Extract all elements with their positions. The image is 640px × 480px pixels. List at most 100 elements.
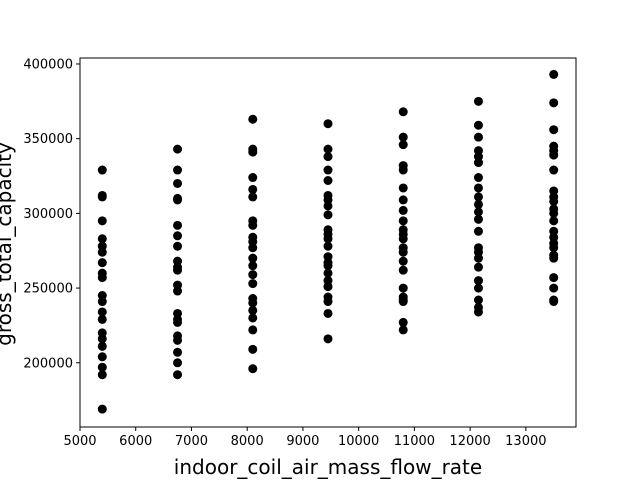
scatter-point [323, 144, 333, 154]
scatter-point [323, 176, 333, 186]
scatter-point [173, 286, 183, 296]
scatter-point [398, 195, 408, 205]
scatter-point [173, 165, 183, 175]
scatter-point [248, 192, 258, 202]
scatter-point [549, 216, 559, 226]
scatter-point [549, 196, 559, 206]
scatter-point [398, 107, 408, 117]
scatter-point [323, 241, 333, 251]
scatter-point [473, 226, 483, 236]
scatter-point [173, 347, 183, 357]
scatter-point [398, 165, 408, 175]
scatter-point [323, 297, 333, 307]
scatter-point [398, 183, 408, 193]
scatter-point [248, 298, 258, 308]
scatter-point [473, 199, 483, 209]
scatter-point [323, 261, 333, 271]
scatter-point [173, 220, 183, 230]
scatter-point [473, 183, 483, 193]
y-tick-label: 200000 [23, 356, 73, 371]
x-axis-label: indoor_coil_air_mass_flow_rate [174, 455, 482, 479]
scatter-point [248, 270, 258, 280]
scatter-point [473, 214, 483, 224]
scatter-point [473, 253, 483, 263]
scatter-point [97, 297, 107, 307]
scatter-point [248, 114, 258, 124]
scatter-point [97, 258, 107, 268]
scatter-point [97, 334, 107, 344]
scatter-point [173, 178, 183, 188]
scatter-point [97, 216, 107, 226]
y-axis-label: gross_total_capacity [0, 142, 16, 346]
scatter-point [248, 279, 258, 289]
x-tick-label: 11000 [394, 434, 435, 449]
data-points [97, 69, 559, 414]
scatter-point [248, 344, 258, 354]
x-tick-label: 6000 [119, 434, 152, 449]
y-tick-label: 400000 [23, 57, 73, 72]
scatter-point [173, 358, 183, 368]
scatter-point [97, 404, 107, 414]
scatter-point [549, 165, 559, 175]
scatter-point [398, 283, 408, 293]
scatter-point [398, 247, 408, 257]
x-tick-label: 12000 [449, 434, 490, 449]
scatter-point [398, 256, 408, 266]
scatter-point [549, 208, 559, 218]
y-tick-label: 300000 [23, 207, 73, 222]
scatter-point [398, 205, 408, 215]
scatter-point [398, 140, 408, 150]
scatter-point [97, 165, 107, 175]
scatter-point [173, 144, 183, 154]
scatter-point [549, 297, 559, 307]
scatter-point [398, 297, 408, 307]
scatter-point [473, 307, 483, 317]
scatter-point [248, 325, 258, 335]
scatter-point [473, 173, 483, 183]
scatter-point [173, 370, 183, 380]
x-tick-label: 9000 [286, 434, 319, 449]
scatter-point [323, 201, 333, 211]
scatter-point [549, 98, 559, 108]
x-tick-label: 10000 [338, 434, 379, 449]
scatter-point [173, 265, 183, 275]
scatter-point [549, 283, 559, 293]
scatter-point [97, 192, 107, 202]
scatter-point [473, 283, 483, 293]
scatter-point [97, 234, 107, 244]
scatter-point [398, 317, 408, 327]
scatter-point [473, 96, 483, 106]
scatter-point [473, 276, 483, 286]
scatter-point [248, 147, 258, 157]
scatter-point [549, 253, 559, 263]
x-tick-label: 5000 [63, 434, 96, 449]
scatter-point [323, 308, 333, 318]
x-axis-ticks: 5000 6000 7000 8000 9000 10000 11000 12000 13000 [63, 427, 547, 449]
scatter-point [173, 241, 183, 251]
scatter-point [248, 305, 258, 315]
scatter-point [549, 125, 559, 135]
scatter-point [473, 120, 483, 130]
scatter-point [549, 273, 559, 283]
scatter-point [473, 207, 483, 217]
scatter-point [173, 195, 183, 205]
y-tick-label: 350000 [23, 132, 73, 147]
scatter-point [173, 335, 183, 345]
scatter-point [97, 314, 107, 324]
scatter-point [248, 253, 258, 263]
scatter-point [323, 282, 333, 292]
scatter-point [248, 243, 258, 253]
scatter-point [473, 262, 483, 272]
scatter-point [97, 352, 107, 362]
scatter-point [323, 165, 333, 175]
scatter-point [473, 295, 483, 305]
scatter-point [248, 220, 258, 230]
scatter-point [173, 317, 183, 327]
scatter-point [97, 362, 107, 372]
scatter-point [473, 158, 483, 168]
scatter-point [549, 69, 559, 79]
x-tick-label: 13000 [505, 434, 546, 449]
scatter-point [398, 216, 408, 226]
scatter-point [323, 334, 333, 344]
